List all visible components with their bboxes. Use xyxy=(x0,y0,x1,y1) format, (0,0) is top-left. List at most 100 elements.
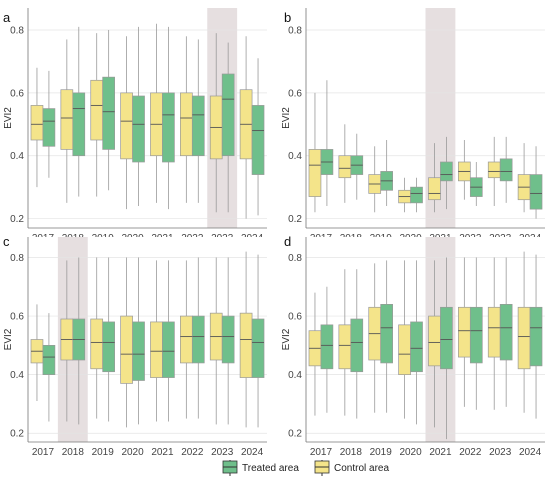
x-tick-label: 2018 xyxy=(340,447,363,458)
box-control xyxy=(338,124,352,203)
y-tick-label: 0.8 xyxy=(288,253,302,264)
box-iqr xyxy=(132,95,145,163)
y-tick-label: 0.6 xyxy=(10,88,24,99)
x-tick-label: 2023 xyxy=(489,447,512,458)
box-iqr xyxy=(162,321,175,378)
y-tick-label: 0.8 xyxy=(10,26,24,37)
panel-d: 0.2 0.4 0.6 0.8 EVI2 d 2017 2018 2019 2020 2021 202… xyxy=(281,234,545,458)
y-axis-label: EVI2 xyxy=(281,107,292,129)
y-tick-label: 0.4 xyxy=(10,370,24,381)
box-treated xyxy=(440,257,453,440)
box-control xyxy=(428,260,441,428)
x-tick-label: 2022 xyxy=(181,447,204,458)
box-control xyxy=(398,177,411,213)
x-tick-label: 2017 xyxy=(32,447,55,458)
y-tick-label: 0.2 xyxy=(288,214,302,225)
box-treated xyxy=(499,257,513,407)
box-treated xyxy=(191,257,205,419)
box-iqr xyxy=(529,306,543,367)
box-treated xyxy=(410,177,423,213)
panel-label: d xyxy=(284,234,291,249)
y-axis-label: EVI2 xyxy=(3,107,14,129)
box-treated xyxy=(72,26,86,197)
box-iqr xyxy=(191,95,205,157)
box-iqr xyxy=(487,161,501,179)
box-iqr xyxy=(440,306,453,370)
panels: 0.2 0.4 0.6 0.8 EVI2 a 2017 2018 2019 2020 2021 202… xyxy=(3,8,545,458)
x-tick-label: 2022 xyxy=(459,447,482,458)
box-iqr xyxy=(239,312,253,378)
box-iqr xyxy=(30,105,44,141)
x-tick-label: 2023 xyxy=(211,447,234,458)
box-treated xyxy=(42,70,56,178)
box-iqr xyxy=(120,92,133,160)
panel-label: a xyxy=(3,10,11,25)
box-iqr xyxy=(380,304,393,364)
x-tick-label: 2018 xyxy=(62,447,85,458)
panel-label: c xyxy=(3,234,10,249)
box-iqr xyxy=(428,315,441,367)
legend-item-control: Control area xyxy=(314,460,389,476)
panel-label: b xyxy=(284,10,291,25)
box-iqr xyxy=(102,321,115,373)
box-treated xyxy=(440,136,453,210)
box-iqr xyxy=(320,324,334,370)
box-iqr xyxy=(350,318,364,373)
box-control xyxy=(517,143,531,213)
box-treated xyxy=(132,257,145,425)
box-iqr xyxy=(90,79,104,141)
box-iqr xyxy=(221,73,235,157)
y-tick-label: 0.4 xyxy=(10,151,24,162)
box-iqr xyxy=(499,304,513,361)
box-control xyxy=(120,257,133,428)
y-tick-label: 0.8 xyxy=(288,26,302,37)
box-iqr xyxy=(42,345,56,375)
box-iqr xyxy=(221,315,235,364)
legend-item-treated: Treated area xyxy=(222,460,299,476)
box-treated xyxy=(251,254,265,428)
legend: Treated area Control area xyxy=(222,460,389,476)
box-treated xyxy=(380,260,393,413)
box-treated xyxy=(350,269,364,419)
box-treated xyxy=(191,39,205,203)
box-iqr xyxy=(487,306,501,358)
box-iqr xyxy=(338,155,352,179)
y-tick-label: 0.2 xyxy=(10,214,24,225)
box-iqr xyxy=(529,174,543,210)
box-treated xyxy=(221,257,235,425)
y-tick-label: 0.4 xyxy=(288,151,302,162)
x-tick-label: 2020 xyxy=(399,447,422,458)
box-treated xyxy=(251,58,265,216)
box-treated xyxy=(529,254,543,419)
panel-c: 0.2 0.4 0.6 0.8 EVI2 c 2017 2018 2019 2020 2021 202… xyxy=(3,234,267,458)
x-tick-label: 2021 xyxy=(151,447,174,458)
box-treated xyxy=(469,162,483,206)
box-iqr xyxy=(410,186,423,204)
box-iqr xyxy=(90,318,104,370)
box-control xyxy=(60,39,74,203)
box-iqr xyxy=(428,177,441,201)
box-control xyxy=(239,36,253,219)
box-treated xyxy=(350,133,364,200)
box-iqr xyxy=(251,105,265,175)
box-treated xyxy=(72,257,86,425)
box-iqr xyxy=(120,315,133,384)
box-iqr xyxy=(440,161,453,182)
y-tick-label: 0.4 xyxy=(288,370,302,381)
x-tick-label: 2019 xyxy=(92,447,115,458)
y-axis-label: EVI2 xyxy=(3,328,14,350)
box-iqr xyxy=(60,89,74,150)
y-tick-label: 0.8 xyxy=(10,253,24,264)
box-control xyxy=(428,143,441,213)
box-iqr xyxy=(72,92,86,157)
box-iqr xyxy=(458,306,471,358)
box-treated xyxy=(320,286,334,413)
box-iqr xyxy=(469,306,483,364)
box-control xyxy=(308,292,322,416)
box-treated xyxy=(42,313,56,422)
box-iqr xyxy=(499,158,513,182)
x-tick-label: 2024 xyxy=(241,447,264,458)
box-iqr xyxy=(102,76,115,150)
box-treated xyxy=(320,80,334,206)
